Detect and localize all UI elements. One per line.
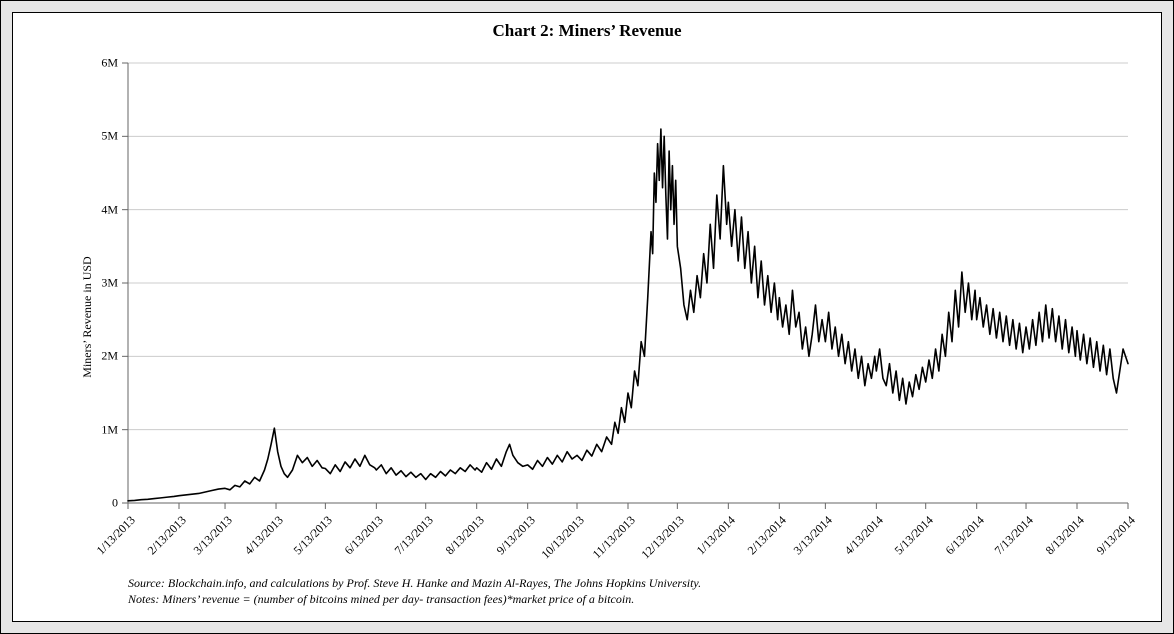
- y-tick-label: 0: [78, 496, 118, 511]
- x-tick-label: 2/13/2013: [145, 513, 190, 558]
- y-tick-label: 2M: [78, 349, 118, 364]
- x-tick-label: 12/13/2013: [639, 513, 688, 562]
- chart-outer-panel: Chart 2: Miners’ Revenue Miners’ Revenue…: [0, 0, 1174, 634]
- y-tick-label: 1M: [78, 422, 118, 437]
- x-tick-label: 9/13/2014: [1094, 513, 1139, 558]
- x-tick-label: 5/13/2013: [291, 513, 336, 558]
- x-tick-label: 7/13/2014: [992, 513, 1037, 558]
- plot-area: [128, 63, 1128, 503]
- footnote-source: Source: Blockchain.info, and calculation…: [128, 575, 701, 591]
- y-tick-label: 5M: [78, 129, 118, 144]
- x-tick-label: 11/13/2013: [590, 513, 639, 562]
- x-tick-label: 4/13/2014: [842, 513, 887, 558]
- chart-title: Chart 2: Miners’ Revenue: [13, 21, 1161, 41]
- y-tick-label: 6M: [78, 56, 118, 71]
- line-chart-svg: [128, 63, 1128, 503]
- x-tick-label: 1/13/2014: [694, 513, 739, 558]
- x-tick-label: 1/13/2013: [94, 513, 139, 558]
- x-tick-label: 6/13/2013: [342, 513, 387, 558]
- x-tick-label: 7/13/2013: [391, 513, 436, 558]
- y-tick-label: 4M: [78, 202, 118, 217]
- y-tick-label: 3M: [78, 276, 118, 291]
- x-tick-label: 3/13/2014: [791, 513, 836, 558]
- x-tick-label: 8/13/2013: [442, 513, 487, 558]
- x-tick-label: 9/13/2013: [493, 513, 538, 558]
- x-tick-label: 2/13/2014: [745, 513, 790, 558]
- x-tick-label: 10/13/2013: [538, 513, 587, 562]
- x-tick-label: 6/13/2014: [942, 513, 987, 558]
- chart-inner-panel: Chart 2: Miners’ Revenue Miners’ Revenue…: [12, 12, 1162, 622]
- chart-footnotes: Source: Blockchain.info, and calculation…: [128, 575, 701, 607]
- x-tick-label: 4/13/2013: [242, 513, 287, 558]
- x-tick-label: 3/13/2013: [191, 513, 236, 558]
- x-tick-label: 8/13/2014: [1043, 513, 1088, 558]
- x-tick-label: 5/13/2014: [891, 513, 936, 558]
- footnote-notes: Notes: Miners’ revenue = (number of bitc…: [128, 591, 701, 607]
